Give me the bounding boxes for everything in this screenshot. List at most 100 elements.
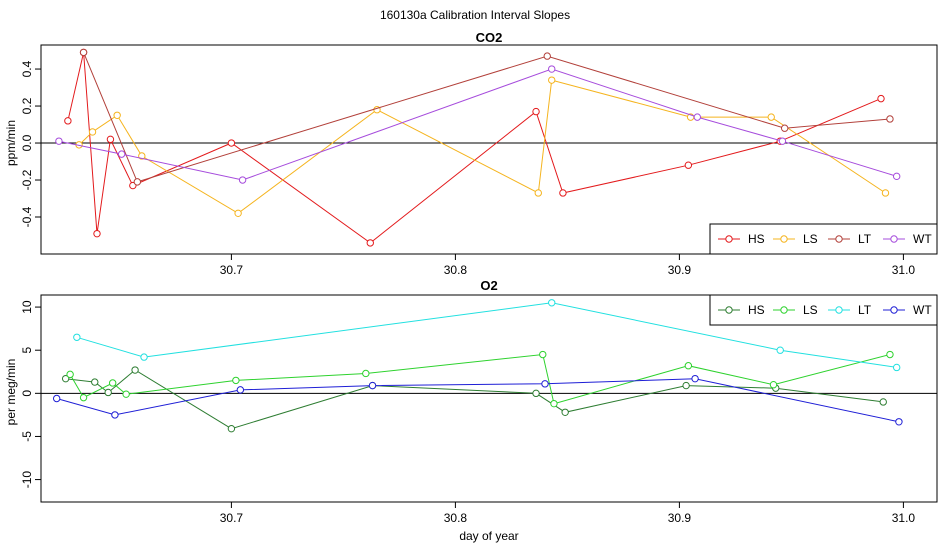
co2-panel-title: CO2 — [476, 30, 503, 45]
o2-data-point — [61, 374, 70, 383]
o2-y-axis-label: per meg/min — [4, 359, 18, 426]
o2-y-tick-label: 10 — [20, 300, 34, 314]
o2-data-point — [561, 408, 569, 416]
o2-legend-label: WT — [913, 303, 932, 317]
figure-title: 160130a Calibration Interval Slopes — [380, 8, 570, 22]
o2-data-point — [879, 398, 887, 406]
co2-series-line — [67, 52, 882, 244]
co2-data-point — [106, 135, 115, 144]
co2-y-tick-label: 0.0 — [20, 134, 34, 151]
co2-data-point — [117, 150, 126, 158]
o2-legend-swatch-marker — [725, 306, 733, 314]
co2-data-point — [88, 128, 97, 136]
co2-y-tick-label: 0.4 — [20, 60, 34, 77]
o2-y-tick-label: -5 — [20, 431, 34, 442]
o2-series-hs — [61, 366, 887, 433]
o2-y-tick-label: 0 — [20, 390, 34, 397]
co2-data-point — [238, 176, 247, 184]
co2-legend-swatch-marker — [835, 235, 843, 243]
co2-data-point — [366, 239, 374, 247]
x-axis-label: day of year — [459, 529, 518, 543]
co2-series-line — [78, 79, 886, 214]
o2-x-tick-label: 30.7 — [220, 511, 244, 525]
co2-data-point — [780, 124, 789, 132]
co2-x-tick-label: 31.0 — [892, 263, 916, 277]
o2-series-lt — [73, 299, 901, 372]
co2-data-point — [877, 94, 885, 103]
o2-data-point — [532, 389, 540, 398]
co2-legend-swatch-marker — [780, 235, 788, 243]
o2-data-point — [108, 379, 117, 387]
co2-y-axis-label: ppm/min — [4, 120, 18, 166]
co2-data-point — [559, 189, 567, 197]
co2-data-point — [767, 113, 775, 121]
o2-data-point — [368, 381, 377, 390]
o2-data-point — [682, 381, 690, 390]
o2-plot-frame — [40, 294, 938, 503]
o2-y-tick-label: -10 — [20, 471, 34, 489]
o2-data-point — [892, 363, 901, 372]
o2-plot-area: 30.7 30.8 30.9 31.0 -10 -5 0 5 10 HS LS LT WT — [20, 294, 938, 525]
o2-series-line — [69, 353, 891, 405]
o2-data-point — [769, 381, 778, 389]
o2-data-point — [73, 333, 81, 341]
o2-data-point — [66, 370, 74, 379]
co2-series-ls — [75, 76, 890, 218]
o2-data-point — [52, 394, 61, 403]
co2-data-point — [55, 137, 63, 145]
o2-x-tick-label: 30.8 — [444, 511, 468, 525]
o2-data-point — [691, 374, 699, 383]
co2-data-point — [113, 111, 121, 119]
co2-y-tick-label: 0.2 — [20, 97, 34, 114]
o2-data-point — [886, 350, 894, 359]
o2-data-point — [91, 378, 99, 386]
o2-data-point — [131, 366, 139, 374]
co2-data-point — [778, 137, 787, 145]
co2-panel: CO2 ppm/min 30.7 30.8 30.9 31.0 -0.4 -0.2 0.0 0… — [4, 30, 938, 277]
co2-data-point — [234, 209, 242, 218]
o2-legend-swatch-marker — [890, 306, 898, 314]
o2-data-point — [79, 393, 88, 402]
co2-series-wt — [55, 65, 901, 184]
co2-data-point — [548, 76, 556, 84]
co2-data-point — [64, 117, 72, 125]
co2-legend: HS LS LT WT — [709, 223, 938, 255]
o2-legend: HS LS LT WT — [709, 294, 938, 326]
o2-x-tick-label: 31.0 — [892, 511, 916, 525]
o2-series-line — [65, 369, 884, 430]
o2-data-point — [539, 350, 547, 359]
co2-data-point — [133, 178, 142, 186]
co2-data-point — [534, 189, 542, 197]
co2-plot-frame — [40, 44, 938, 255]
o2-data-point — [236, 386, 245, 394]
co2-x-tick-label: 30.8 — [444, 263, 468, 277]
o2-series-wt — [52, 374, 903, 426]
co2-legend-label: HS — [748, 232, 765, 246]
co2-data-point — [881, 189, 890, 197]
o2-data-point — [362, 369, 370, 378]
o2-panel: O2 per meg/min 30.7 30.8 30.9 31.0 -10 -5 0 5 10… — [4, 278, 938, 525]
co2-legend-label: LT — [858, 232, 872, 246]
co2-data-point — [227, 139, 236, 147]
co2-data-point — [79, 48, 88, 57]
co2-y-tick-label: -0.2 — [20, 169, 34, 190]
o2-legend-label: LT — [858, 303, 872, 317]
o2-data-point — [122, 390, 130, 398]
o2-series-ls — [66, 350, 894, 408]
co2-legend-swatch-marker — [890, 235, 898, 243]
co2-data-point — [548, 65, 556, 73]
o2-data-point — [776, 346, 784, 354]
o2-data-point — [104, 388, 112, 397]
co2-data-point — [93, 229, 101, 238]
o2-data-point — [541, 380, 549, 388]
o2-data-point — [684, 362, 693, 370]
co2-y-tick-label: -0.4 — [20, 206, 34, 227]
co2-data-point — [693, 113, 702, 121]
o2-x-tick-label: 30.9 — [668, 511, 692, 525]
co2-x-tick-label: 30.9 — [668, 263, 692, 277]
co2-legend-label: LS — [803, 232, 818, 246]
o2-data-point — [548, 299, 556, 307]
co2-legend-swatch-marker — [725, 235, 733, 243]
co2-x-tick-label: 30.7 — [220, 263, 244, 277]
